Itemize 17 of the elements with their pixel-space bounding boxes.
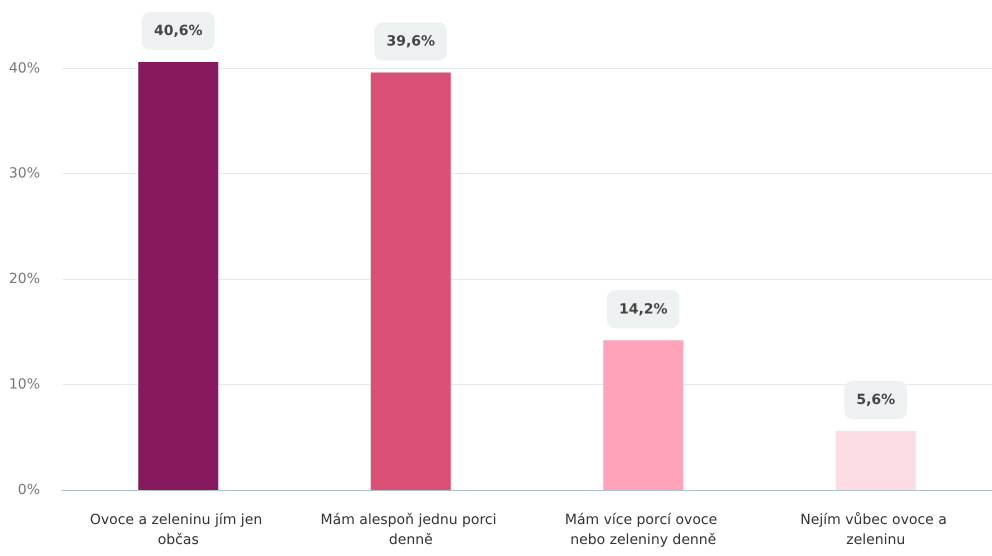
x-tick-label: Nejím vůbec ovoce a zeleninu bbox=[800, 512, 952, 548]
x-tick-label: Mám alespoň jednu porci denně bbox=[320, 512, 501, 548]
data-label: 40,6% bbox=[154, 23, 203, 39]
data-label: 39,6% bbox=[386, 34, 436, 50]
data-label: 5,6% bbox=[856, 392, 896, 408]
y-tick-label: 10% bbox=[8, 376, 40, 393]
x-tick-label: Mám více porcí ovoce nebo zeleniny denně bbox=[564, 512, 722, 548]
y-tick-label: 40% bbox=[8, 60, 40, 76]
data-label: 14,2% bbox=[618, 301, 668, 318]
y-tick-label: 30% bbox=[8, 166, 40, 182]
x-tick-label: Ovoce a zeleninu jím jen občas bbox=[90, 512, 267, 548]
bar bbox=[370, 72, 451, 490]
y-tick-label: 20% bbox=[8, 271, 40, 288]
y-tick-label: 0% bbox=[18, 482, 40, 498]
bar bbox=[138, 62, 218, 490]
bar bbox=[603, 340, 684, 490]
bar bbox=[836, 430, 916, 490]
